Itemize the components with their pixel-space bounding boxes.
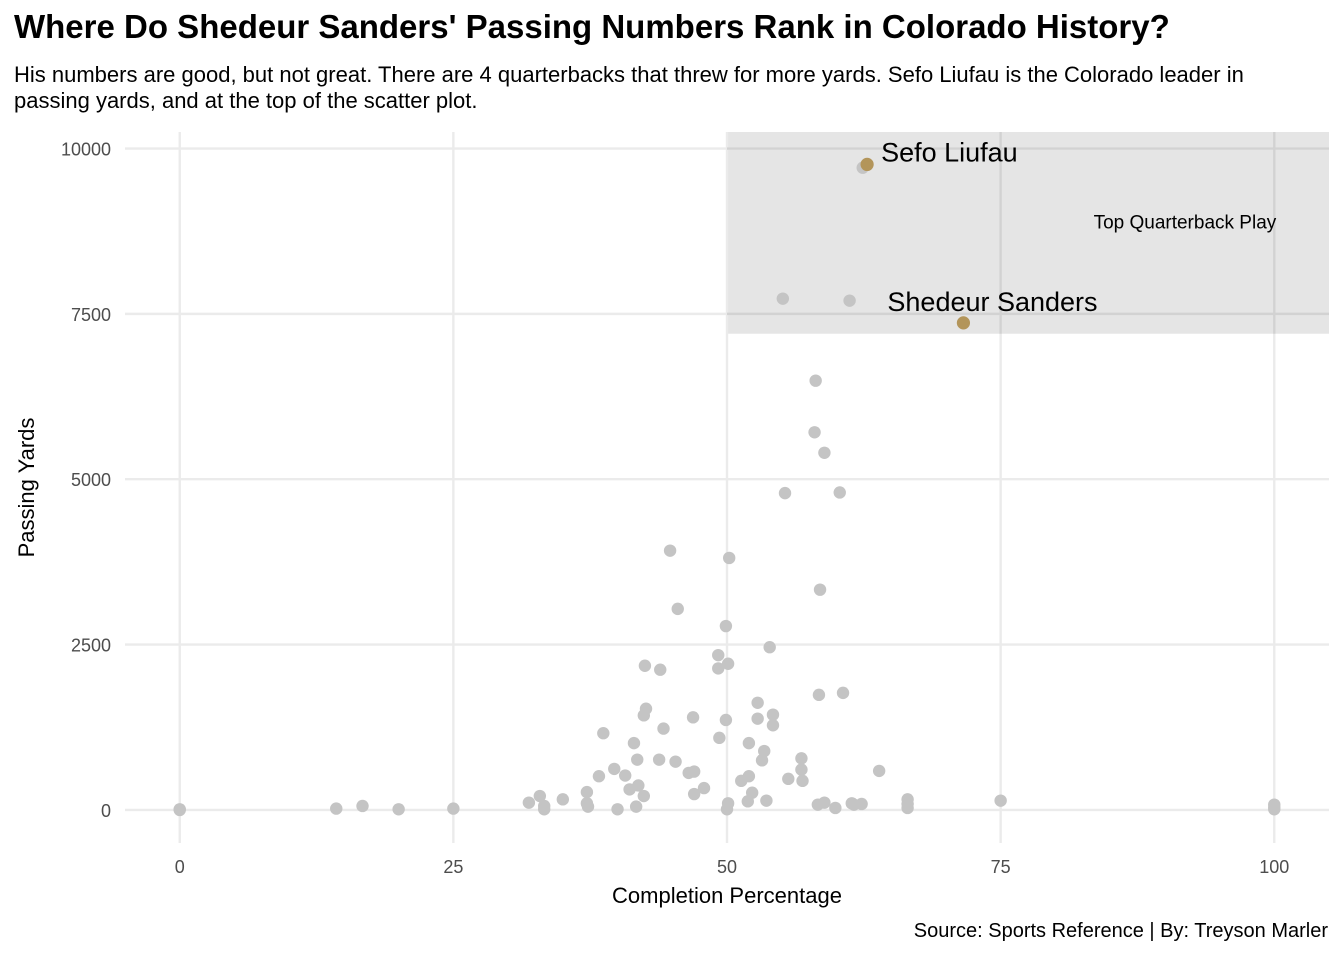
data-point [686,711,700,724]
data-point [721,657,735,670]
data-point [632,779,645,792]
data-point [843,294,856,307]
highlight-point [956,316,971,330]
data-point [597,727,610,740]
data-point [818,446,831,459]
data-point [638,659,652,672]
data-point [580,785,594,799]
data-point [776,292,790,305]
y-tick-label: 7500 [71,305,111,325]
data-point [652,753,666,766]
chart-caption: Source: Sports Reference | By: Treyson M… [913,920,1328,942]
data-point [687,787,701,801]
data-point [796,774,809,788]
highlight-points: Sefo Liufau Shedeur Sanders [860,137,1098,330]
data-point [735,774,748,788]
data-point [671,602,684,616]
data-point [447,802,460,815]
data-point [809,374,822,387]
x-axis-title: Completion Percentage [612,883,842,908]
data-point [719,713,733,727]
y-tick-label: 0 [101,801,111,821]
data-point [778,486,792,500]
y-tick-label: 2500 [71,636,111,656]
data-point [833,486,846,499]
region-label: Top Quarterback Play [1094,212,1277,233]
data-point [619,769,632,782]
y-tick-label: 5000 [71,470,111,490]
data-point [901,801,914,815]
data-point [760,794,773,807]
data-point [629,800,643,813]
data-point [663,544,677,557]
chart-subtitle: His numbers are good, but not great. The… [14,62,1244,113]
data-point [533,789,547,803]
data-point [751,712,764,725]
data-point [742,736,756,750]
data-point [581,800,595,813]
data-point [766,708,780,721]
data-point [829,801,842,815]
data-point [538,803,551,816]
data-point [836,686,850,700]
x-tick-label: 25 [443,857,463,877]
data-point [855,797,868,811]
data-point [637,789,651,803]
highlight-point [860,157,874,172]
y-tick-label: 10000 [61,140,111,160]
data-point [330,802,343,815]
data-point [722,551,736,565]
highlight-label: Sefo Liufau [881,137,1018,167]
data-point [758,744,771,758]
y-axis-title: Passing Yards [14,418,39,558]
data-point [719,619,733,633]
data-point [763,641,776,654]
data-point [751,696,764,709]
data-point [741,795,754,808]
data-point [713,731,726,745]
data-points [173,161,1281,817]
data-point [766,719,780,732]
data-point [611,803,624,816]
top-qb-region [727,132,1329,334]
data-point [657,722,670,735]
data-point [631,753,644,766]
data-point [813,583,827,596]
data-point [173,803,186,816]
data-point [755,754,769,767]
data-point [556,793,570,806]
data-point [654,663,667,676]
data-point [994,794,1007,807]
data-point [720,803,734,816]
data-point [872,764,886,778]
x-tick-label: 75 [991,857,1011,877]
data-point [687,765,701,778]
data-point [392,803,405,816]
data-point [356,799,369,813]
data-point [818,796,831,809]
data-point [808,426,821,439]
data-point [522,796,536,809]
highlight-label: Shedeur Sanders [887,287,1097,317]
data-point [627,736,641,750]
x-axis-ticks: 0 25 50 75 100 [175,857,1290,877]
y-axis-ticks: 0 2500 5000 7500 10000 [61,140,111,821]
data-point [669,755,682,768]
data-point [782,772,795,786]
x-tick-label: 50 [717,857,737,877]
data-point [712,662,725,675]
data-point [592,769,606,783]
data-point [795,752,808,765]
data-point [637,709,651,722]
data-point [608,762,621,776]
data-point [795,763,808,776]
chart-title: Where Do Shedeur Sanders' Passing Number… [14,8,1170,45]
data-point [1268,801,1281,814]
data-point [812,688,826,702]
x-tick-label: 0 [175,857,185,877]
data-point [712,648,725,662]
x-tick-label: 100 [1259,857,1289,877]
data-point [697,781,711,795]
